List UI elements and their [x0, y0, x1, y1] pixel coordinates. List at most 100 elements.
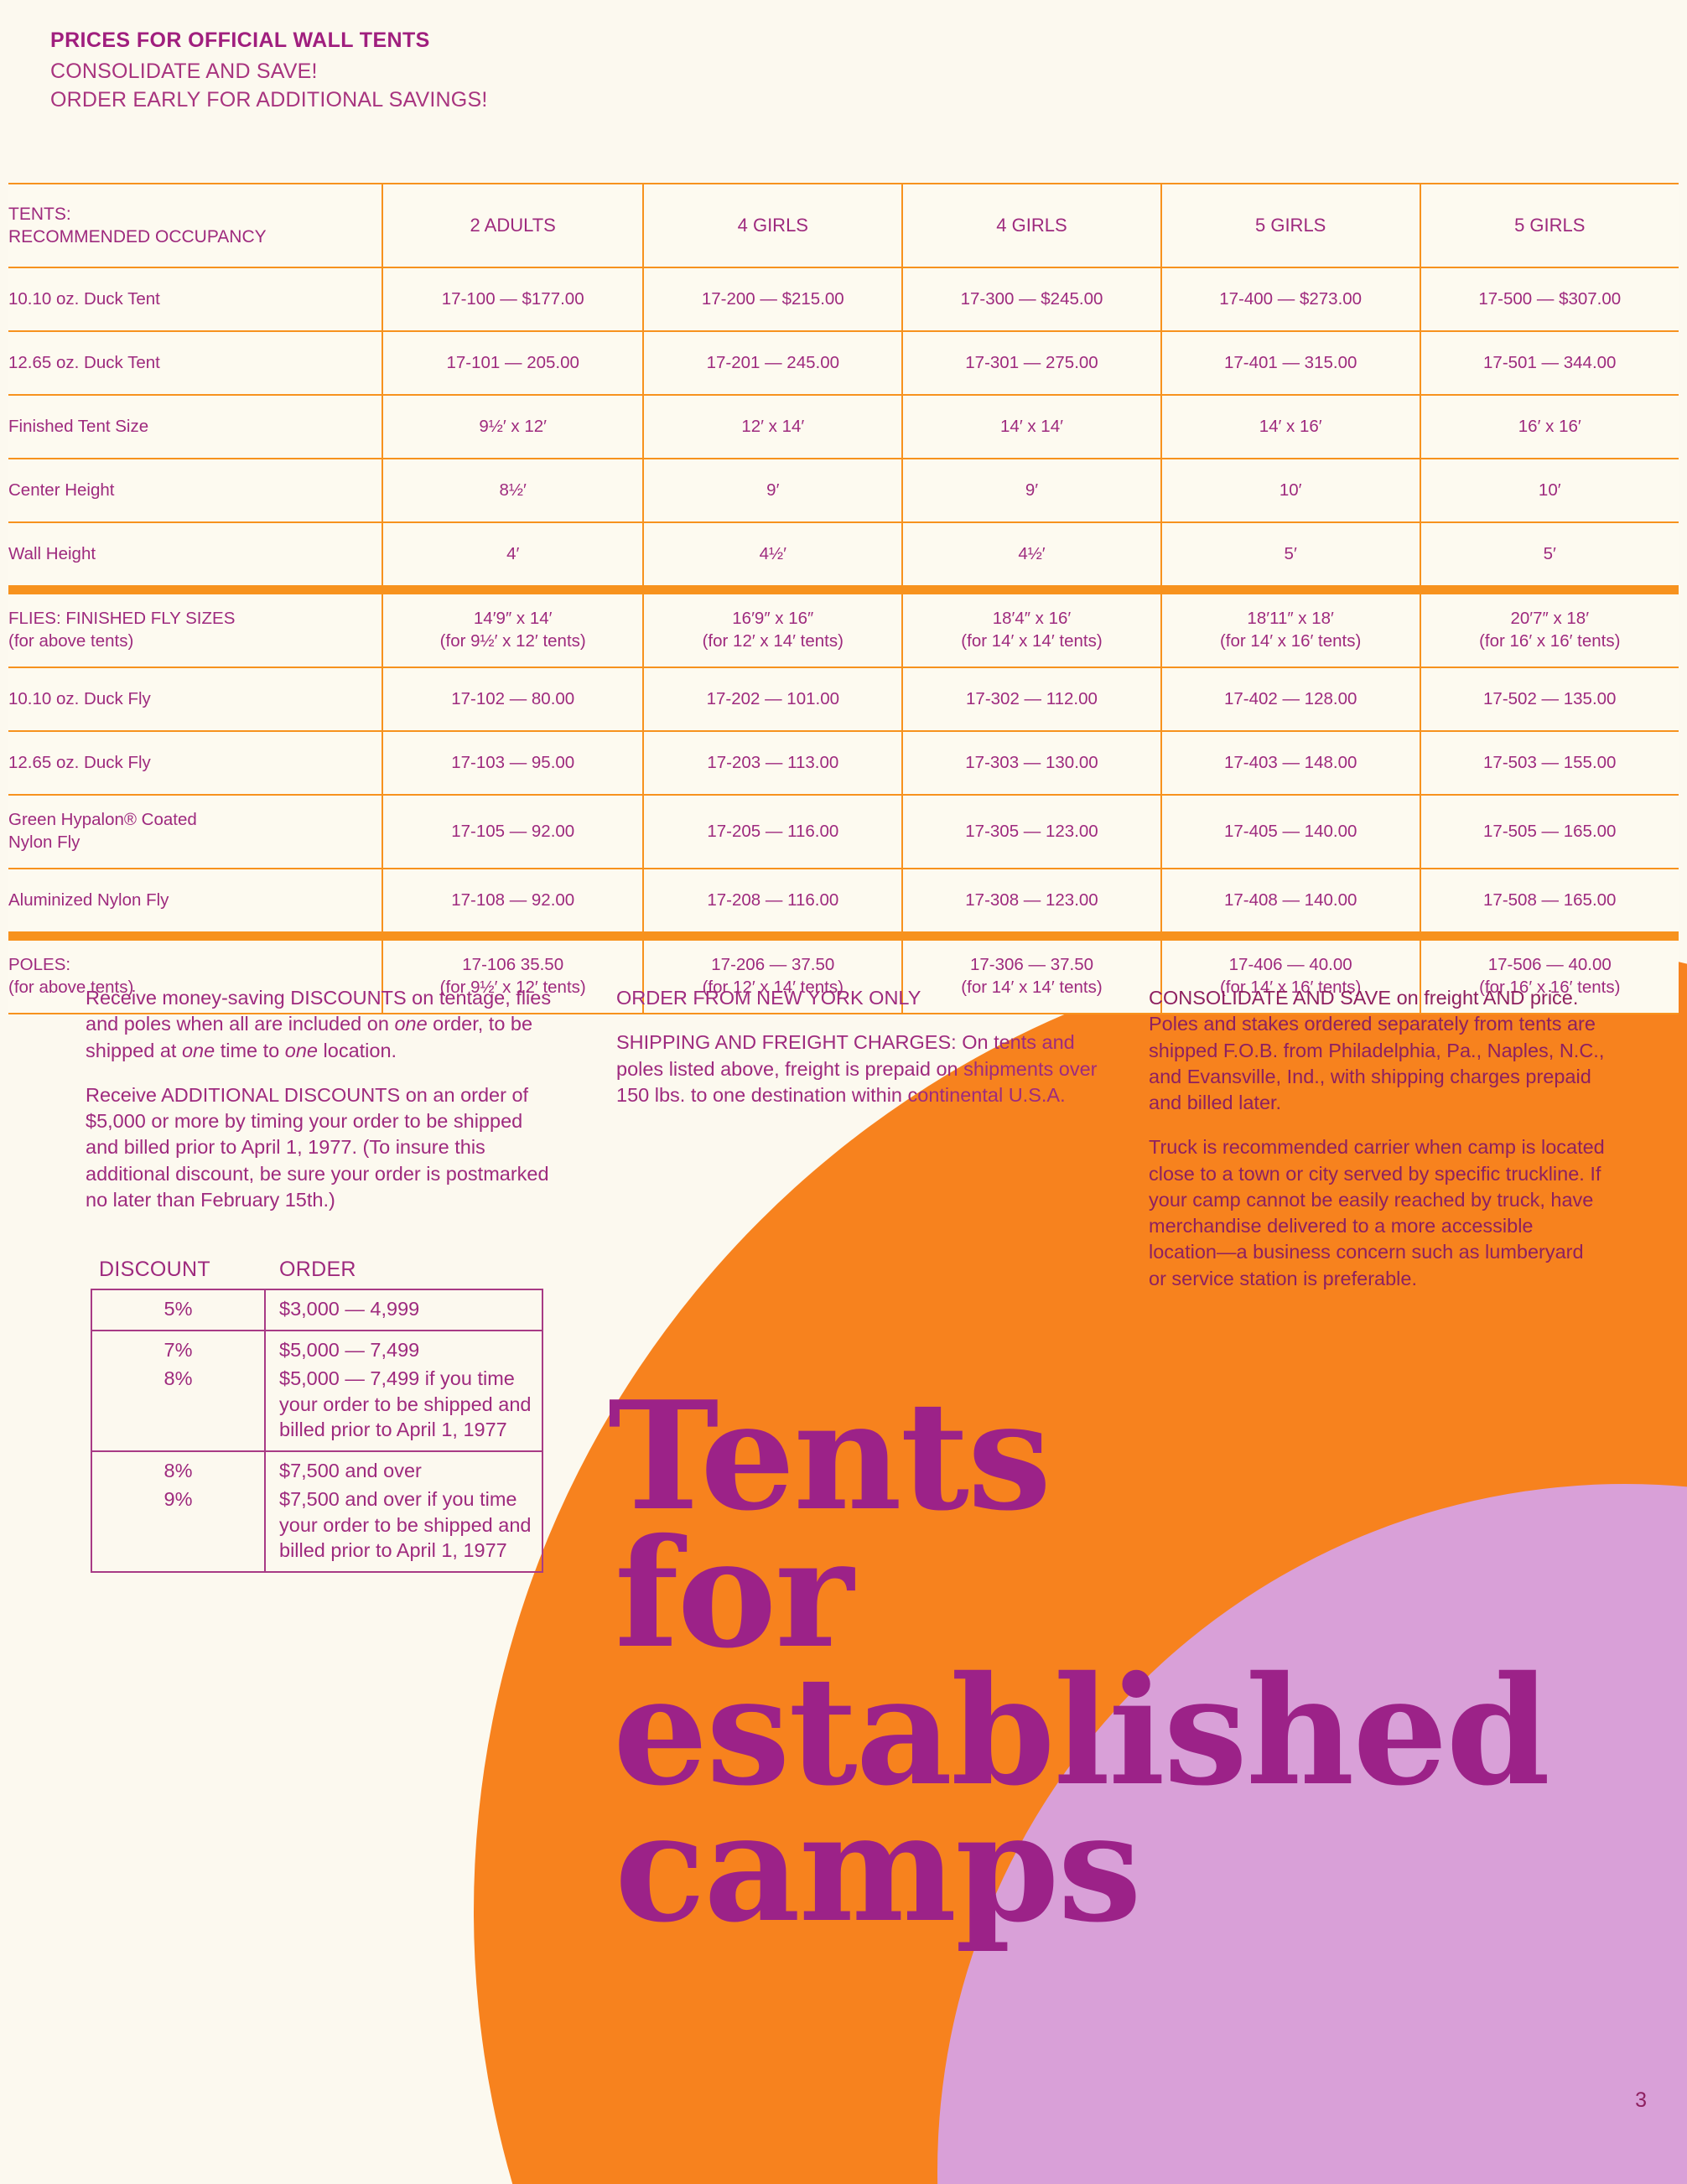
lp1-c: time to [215, 1039, 285, 1061]
poles-note: (for 14′ x 14′ tents) [961, 978, 1103, 997]
row-cell: 17-501 — 344.00 [1419, 331, 1679, 396]
row-cell: 10′ [1160, 459, 1420, 523]
poles-code: 17-306 — 37.50 [969, 955, 1093, 975]
table-header-row: TENTS: RECOMMENDED OCCUPANCY 2 ADULTS 4 … [8, 183, 1679, 268]
flies-size-cell: 18′4″ x 16′ (for 14′ x 14′ tents) [901, 589, 1161, 668]
row-cell: 17-402 — 128.00 [1160, 667, 1420, 732]
page-title: PRICES FOR OFFICIAL WALL TENTS [50, 29, 430, 52]
row-cell: 17-208 — 116.00 [642, 869, 903, 941]
table-row: 10.10 oz. Duck Tent 17-100 — $177.00 17-… [8, 267, 1679, 332]
flies-size: 16′9″ x 16″ [732, 609, 814, 629]
discount-row: 9% $7,500 and over if you time your orde… [91, 1485, 543, 1573]
right-paragraph-2: Truck is recommended carrier when camp i… [1149, 1136, 1605, 1289]
row-cell: 17-202 — 101.00 [642, 667, 903, 732]
flies-label-line2: (for above tents) [8, 631, 134, 651]
table-row: 12.65 oz. Duck Fly 17-103 — 95.00 17-203… [8, 731, 1679, 796]
row-label: Aluminized Nylon Fly [8, 869, 382, 941]
right-paragraph-1: CONSOLIDATE AND SAVE on freight AND pric… [1149, 987, 1605, 1113]
discount-order: $5,000 — 7,499 [264, 1329, 543, 1365]
flies-size-note: (for 14′ x 14′ tents) [961, 631, 1103, 651]
row-cell: 17-408 — 140.00 [1160, 869, 1420, 941]
discount-row: 8% $5,000 — 7,499 if you time your order… [91, 1364, 543, 1452]
poles-label-line2: (for above tents) [8, 978, 134, 997]
flies-size-note: (for 12′ x 14′ tents) [702, 631, 844, 651]
row-cell: 8½′ [381, 459, 644, 523]
page-subtitle-2: ORDER EARLY FOR ADDITIONAL SAVINGS! [50, 87, 488, 112]
table-row: Finished Tent Size 9½′ x 12′ 12′ x 14′ 1… [8, 395, 1679, 459]
discount-row: 7% $5,000 — 7,499 [91, 1329, 543, 1365]
row-cell: 16′ x 16′ [1419, 395, 1679, 459]
table-row: Wall Height 4′ 4½′ 4½′ 5′ 5′ [8, 522, 1679, 594]
poles-cell: 17-206 — 37.50 (for 12′ x 14′ tents) [642, 936, 903, 1014]
flies-size-note: (for 16′ x 16′ tents) [1479, 631, 1621, 651]
row-cell: 17-100 — $177.00 [381, 267, 644, 332]
discount-table-wrapper: DISCOUNT ORDER 5% $3,000 — 4,999 7% $5,0… [91, 1258, 552, 1573]
lp1-em1: one [394, 1013, 428, 1035]
discount-order: $7,500 and over [264, 1450, 543, 1486]
row-cell: 5′ [1419, 522, 1679, 594]
row-cell: 5′ [1160, 522, 1420, 594]
discount-row: 5% $3,000 — 4,999 [91, 1289, 543, 1331]
discount-order: $3,000 — 4,999 [264, 1289, 543, 1331]
poles-code: 17-106 35.50 [462, 955, 564, 975]
row-cell: 17-508 — 165.00 [1419, 869, 1679, 941]
row-cell: 17-400 — $273.00 [1160, 267, 1420, 332]
flies-size: 14′9″ x 14′ [473, 609, 553, 629]
row-cell: 12′ x 14′ [642, 395, 903, 459]
price-table: TENTS: RECOMMENDED OCCUPANCY 2 ADULTS 4 … [8, 183, 1679, 1014]
row-label: Center Height [8, 459, 382, 523]
header-cell-col5: 5 GIRLS [1419, 183, 1679, 268]
header-cell-occupancy: TENTS: RECOMMENDED OCCUPANCY [8, 183, 382, 268]
flies-size-cell: 18′11″ x 18′ (for 14′ x 16′ tents) [1160, 589, 1420, 668]
poles-note: (for 16′ x 16′ tents) [1479, 978, 1621, 997]
row-cell: 17-201 — 245.00 [642, 331, 903, 396]
row-cell: 17-205 — 116.00 [642, 795, 903, 869]
row-cell: 17-500 — $307.00 [1419, 267, 1679, 332]
row-cell: 9′ [642, 459, 903, 523]
table-row: 12.65 oz. Duck Tent 17-101 — 205.00 17-2… [8, 331, 1679, 396]
row-cell: 17-505 — 165.00 [1419, 795, 1679, 869]
row-label: 10.10 oz. Duck Fly [8, 667, 382, 732]
row-cell: 17-502 — 135.00 [1419, 667, 1679, 732]
discount-row: 8% $7,500 and over [91, 1450, 543, 1486]
row-cell: 9½′ x 12′ [381, 395, 644, 459]
row-cell: 17-108 — 92.00 [381, 869, 644, 941]
row-cell: 17-203 — 113.00 [642, 731, 903, 796]
row-cell: 17-102 — 80.00 [381, 667, 644, 732]
row-cell: 14′ x 16′ [1160, 395, 1420, 459]
lp1-a: Receive money-saving DISCOUNTS on tentag… [86, 987, 552, 1035]
row-cell: 17-403 — 148.00 [1160, 731, 1420, 796]
left-paragraph-1: Receive money-saving DISCOUNTS on tentag… [86, 985, 555, 1064]
poles-code: 17-406 — 40.00 [1228, 955, 1352, 975]
row-cell: 17-305 — 123.00 [901, 795, 1161, 869]
lp1-b: order, to be shipped at [86, 1013, 533, 1061]
row-cell: 17-101 — 205.00 [381, 331, 644, 396]
middle-paragraph-2: SHIPPING AND FREIGHT CHARGES: On tents a… [616, 1031, 1098, 1106]
poles-cell: 17-506 — 40.00 (for 16′ x 16′ tents) [1419, 936, 1679, 1014]
decorative-shapes [0, 910, 1687, 2184]
flies-size-cell: 16′9″ x 16″ (for 12′ x 14′ tents) [642, 589, 903, 668]
row-label: Wall Height [8, 522, 382, 594]
row-cell: 4′ [381, 522, 644, 594]
row-label: Green Hypalon® Coated Nylon Fly [8, 795, 382, 869]
discount-table-headings: DISCOUNT ORDER [99, 1258, 552, 1282]
page-number: 3 [1635, 2088, 1647, 2112]
row-cell: 4½′ [642, 522, 903, 594]
poles-note: (for 14′ x 16′ tents) [1219, 978, 1362, 997]
row-cell: 17-300 — $245.00 [901, 267, 1161, 332]
lp1-em2: one [181, 1039, 215, 1061]
headline-line-4: camps [615, 1780, 1142, 1956]
headline-line-3: established [613, 1642, 1550, 1818]
lp1-em3: one [284, 1039, 319, 1061]
row-cell: 17-103 — 95.00 [381, 731, 644, 796]
middle-paragraph-1: ORDER FROM NEW YORK ONLY [616, 987, 921, 1009]
flies-size: 18′4″ x 16′ [992, 609, 1072, 629]
discount-percent: 5% [91, 1289, 266, 1331]
left-paragraph-2: Receive ADDITIONAL DISCOUNTS on an order… [86, 1083, 549, 1211]
flies-size: 18′11″ x 18′ [1247, 609, 1334, 629]
row-cell: 9′ [901, 459, 1161, 523]
flies-size-cell: 20′7″ x 18′ (for 16′ x 16′ tents) [1419, 589, 1679, 668]
display-headline: Tents for established camps [608, 1382, 1550, 1956]
poles-label: POLES: (for above tents) [8, 936, 382, 1014]
row-cell: 17-303 — 130.00 [901, 731, 1161, 796]
